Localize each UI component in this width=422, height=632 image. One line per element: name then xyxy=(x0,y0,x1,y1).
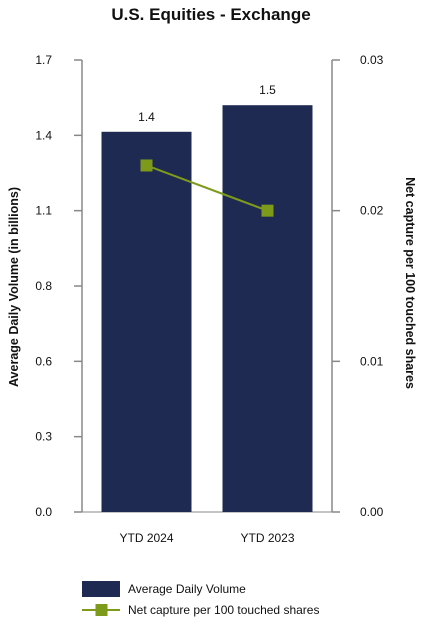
legend-label-average-daily-volume: Average Daily Volume xyxy=(128,582,246,596)
left-y-tick-label: 0.8 xyxy=(35,279,52,293)
bar-series xyxy=(101,105,313,512)
left-y-tick-label: 0.0 xyxy=(35,505,52,519)
chart-title: U.S. Equities - Exchange xyxy=(111,5,310,24)
legend-marker-net-capture xyxy=(95,604,108,616)
bar-data-label: 1.5 xyxy=(259,83,276,97)
net-capture-point xyxy=(140,159,153,172)
left-y-tick-label: 1.7 xyxy=(35,53,52,67)
left-y-axis-title: Average Daily Volume (in billions) xyxy=(7,187,21,387)
right-y-tick-label: 0.02 xyxy=(360,204,384,218)
bar-data-labels: 1.4 1.5 xyxy=(138,83,276,124)
left-y-tick-label: 1.4 xyxy=(35,128,52,142)
net-capture-line xyxy=(146,164,268,212)
x-tick-label: YTD 2024 xyxy=(119,531,173,545)
bar-data-label: 1.4 xyxy=(138,110,155,124)
bar-ytd-2023 xyxy=(222,105,313,512)
left-y-ticks: 0.0 0.3 0.6 0.8 1.1 1.4 1.7 xyxy=(35,53,82,519)
right-y-axis-title: Net capture per 100 touched shares xyxy=(403,177,417,389)
x-tick-labels: YTD 2024 YTD 2023 xyxy=(119,531,294,545)
left-y-tick-label: 0.3 xyxy=(35,430,52,444)
legend-swatch-average-daily-volume xyxy=(82,581,120,597)
line-series xyxy=(140,159,274,217)
left-y-tick-label: 0.6 xyxy=(35,354,52,368)
right-y-tick-label: 0.03 xyxy=(360,53,384,67)
net-capture-point xyxy=(261,204,274,217)
legend: Average Daily Volume Net capture per 100… xyxy=(82,581,319,617)
right-y-tick-label: 0.01 xyxy=(360,354,384,368)
legend-label-net-capture: Net capture per 100 touched shares xyxy=(128,603,319,617)
right-y-ticks: 0.00 0.01 0.02 0.03 xyxy=(332,53,384,519)
x-tick-label: YTD 2023 xyxy=(240,531,294,545)
left-y-tick-label: 1.1 xyxy=(35,204,52,218)
bar-ytd-2024 xyxy=(101,131,192,512)
right-y-tick-label: 0.00 xyxy=(360,505,384,519)
